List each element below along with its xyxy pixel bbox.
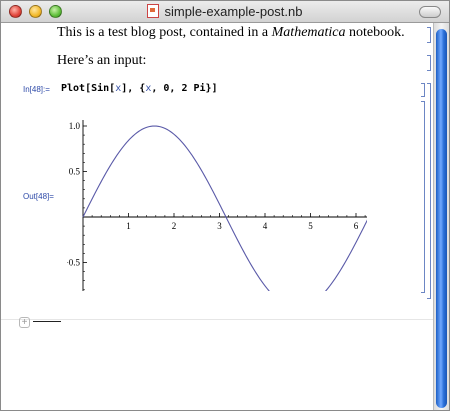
zoom-button[interactable]	[49, 5, 62, 18]
close-button[interactable]	[9, 5, 22, 18]
text-cell-intro[interactable]: This is a test blog post, contained in a…	[57, 25, 405, 41]
cell-bracket-text1[interactable]	[427, 27, 431, 43]
cell-bracket-text2[interactable]	[427, 55, 431, 71]
plot-ticks	[83, 125, 366, 291]
code-mid: ], {	[121, 83, 146, 94]
y-tick-label: −0.5	[67, 258, 80, 268]
cell-bracket-input[interactable]	[421, 83, 425, 97]
cell-group-bracket[interactable]	[427, 83, 431, 299]
notebook-file-icon	[147, 4, 160, 18]
x-tick-label: 5	[308, 221, 313, 231]
window-title-wrap: simple-example-post.nb	[1, 4, 449, 19]
cell-insertion-separator	[1, 319, 434, 320]
window-title: simple-example-post.nb	[164, 4, 303, 19]
x-tick-label: 1	[126, 221, 131, 231]
insertion-cursor	[33, 321, 61, 322]
input-code[interactable]: Plot[Sin[x], {x, 0, 2 Pi}]	[61, 83, 218, 94]
plot-axes	[82, 120, 367, 291]
output-label: Out[48]=	[23, 192, 54, 201]
code-var-x2: x	[145, 83, 152, 94]
intro-text-emphasis: Mathematica	[271, 25, 346, 40]
x-tick-label: 2	[172, 221, 177, 231]
title-bar[interactable]: simple-example-post.nb	[1, 1, 449, 23]
cell-bracket-output[interactable]	[421, 101, 425, 293]
text-cell-input-intro[interactable]: Here’s an input:	[57, 53, 147, 68]
code-var-x1: x	[115, 83, 122, 94]
scrollbar-thumb[interactable]	[436, 29, 447, 408]
toolbar-toggle-button[interactable]	[419, 6, 441, 18]
y-tick-label: 1.0	[69, 121, 81, 131]
input-label: In[48]:=	[23, 85, 50, 94]
minimize-button[interactable]	[29, 5, 42, 18]
code-head: Plot[Sin[	[61, 83, 116, 94]
intro-text-end: notebook.	[345, 25, 405, 40]
add-cell-button[interactable]: +	[19, 317, 30, 328]
x-tick-label: 3	[217, 221, 222, 231]
sin-curve	[82, 125, 367, 291]
code-tail: , 0, 2 Pi}]	[151, 83, 218, 94]
y-tick-label: 0.5	[69, 167, 81, 177]
x-tick-label: 4	[263, 221, 268, 231]
notebook-content[interactable]: This is a test blog post, contained in a…	[1, 23, 434, 410]
vertical-scrollbar[interactable]	[433, 23, 449, 410]
intro-text-start: This is a test blog post, contained in a	[57, 25, 272, 40]
x-tick-label: 6	[354, 221, 359, 231]
